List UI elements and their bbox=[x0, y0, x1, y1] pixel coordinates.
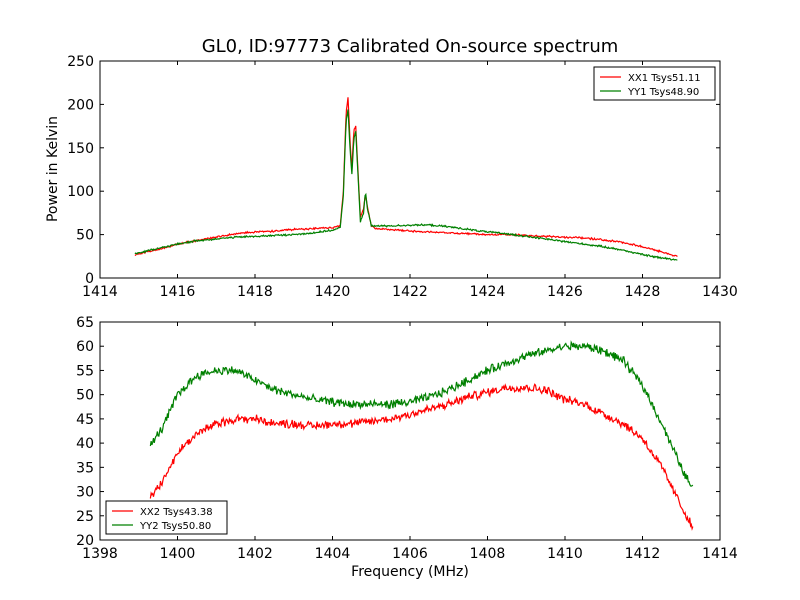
top-plot-xtick-label: 1418 bbox=[237, 284, 273, 300]
bottom-plot-xtick-label: 1400 bbox=[160, 546, 196, 562]
top-plot-xtick-label: 1430 bbox=[702, 284, 738, 300]
bottom-plot-xtick-label: 1398 bbox=[82, 546, 118, 562]
top-plot-xtick-label: 1426 bbox=[547, 284, 583, 300]
bottom-plot-ytick-label: 45 bbox=[76, 412, 94, 428]
bottom-plot-xtick-label: 1408 bbox=[470, 546, 506, 562]
top-plot-series-1-line bbox=[134, 97, 678, 258]
top-plot-legend-label-1: XX1 Tsys51.11 bbox=[628, 73, 701, 84]
bottom-plot-xtick-label: 1404 bbox=[315, 546, 351, 562]
bottom-plot-ytick-label: 50 bbox=[76, 388, 94, 404]
top-plot-legend-box bbox=[593, 66, 716, 101]
bottom-plot-legend-label-2: YY2 Tsys50.80 bbox=[139, 521, 211, 532]
bottom-plot-xtick-label: 1414 bbox=[702, 546, 738, 562]
top-plot-ytick-label: 250 bbox=[67, 54, 94, 70]
bottom-plot-ytick-label: 40 bbox=[76, 436, 94, 452]
bottom-plot-ytick-label: 20 bbox=[76, 533, 94, 549]
bottom-plot: Frequency (MHz) 1398 1400 1402 1404 1406 1408… bbox=[76, 315, 738, 580]
bottom-plot-ytick-label: 25 bbox=[76, 509, 94, 525]
top-plot: Power in Kelvin 1414 1416 1418 1420 1422 1424… bbox=[45, 54, 738, 300]
bottom-plot-xlabel: Frequency (MHz) bbox=[351, 564, 469, 580]
bottom-plot-xtick-label: 1406 bbox=[392, 546, 428, 562]
bottom-plot-xtick-label: 1412 bbox=[625, 546, 661, 562]
figure-title: GL0, ID:97773 Calibrated On-source spect… bbox=[202, 36, 619, 57]
top-plot-ytick-label: 0 bbox=[85, 271, 94, 287]
bottom-plot-legend-label-1: XX2 Tsys43.38 bbox=[140, 507, 213, 518]
top-plot-legend: XX1 Tsys51.11 YY1 Tsys48.90 bbox=[593, 66, 716, 101]
bottom-plot-ytick-label: 65 bbox=[76, 315, 94, 331]
bottom-plot-series-2-line bbox=[149, 340, 694, 487]
bottom-plot-legend-box bbox=[105, 500, 228, 535]
top-plot-ytick-label: 100 bbox=[67, 184, 94, 200]
top-plot-xtick-label: 1416 bbox=[160, 284, 196, 300]
bottom-plot-ytick-label: 60 bbox=[76, 339, 94, 355]
bottom-plot-xtick-label: 1410 bbox=[547, 546, 583, 562]
top-plot-xtick-label: 1428 bbox=[625, 284, 661, 300]
bottom-plot-ytick-label: 30 bbox=[76, 485, 94, 501]
top-plot-ytick-label: 150 bbox=[67, 141, 94, 157]
bottom-plot-legend: XX2 Tsys43.38 YY2 Tsys50.80 bbox=[105, 500, 228, 535]
top-plot-ytick-label: 200 bbox=[67, 97, 94, 113]
top-plot-legend-label-2: YY1 Tsys48.90 bbox=[627, 87, 699, 98]
bottom-plot-frame bbox=[99, 321, 721, 541]
bottom-plot-ytick-label: 35 bbox=[76, 460, 94, 476]
top-plot-xtick-label: 1422 bbox=[392, 284, 428, 300]
bottom-plot-ytick-label: 55 bbox=[76, 363, 94, 379]
top-plot-ytick-label: 50 bbox=[76, 228, 94, 244]
top-plot-xtick-label: 1420 bbox=[315, 284, 351, 300]
top-plot-frame bbox=[99, 60, 721, 279]
top-plot-series-2-line bbox=[134, 109, 678, 261]
bottom-plot-xtick-label: 1402 bbox=[237, 546, 273, 562]
top-plot-xtick-label: 1414 bbox=[82, 284, 118, 300]
bottom-plot-series-1-line bbox=[149, 383, 694, 531]
top-plot-xtick-label: 1424 bbox=[470, 284, 506, 300]
top-plot-ylabel: Power in Kelvin bbox=[45, 116, 61, 222]
